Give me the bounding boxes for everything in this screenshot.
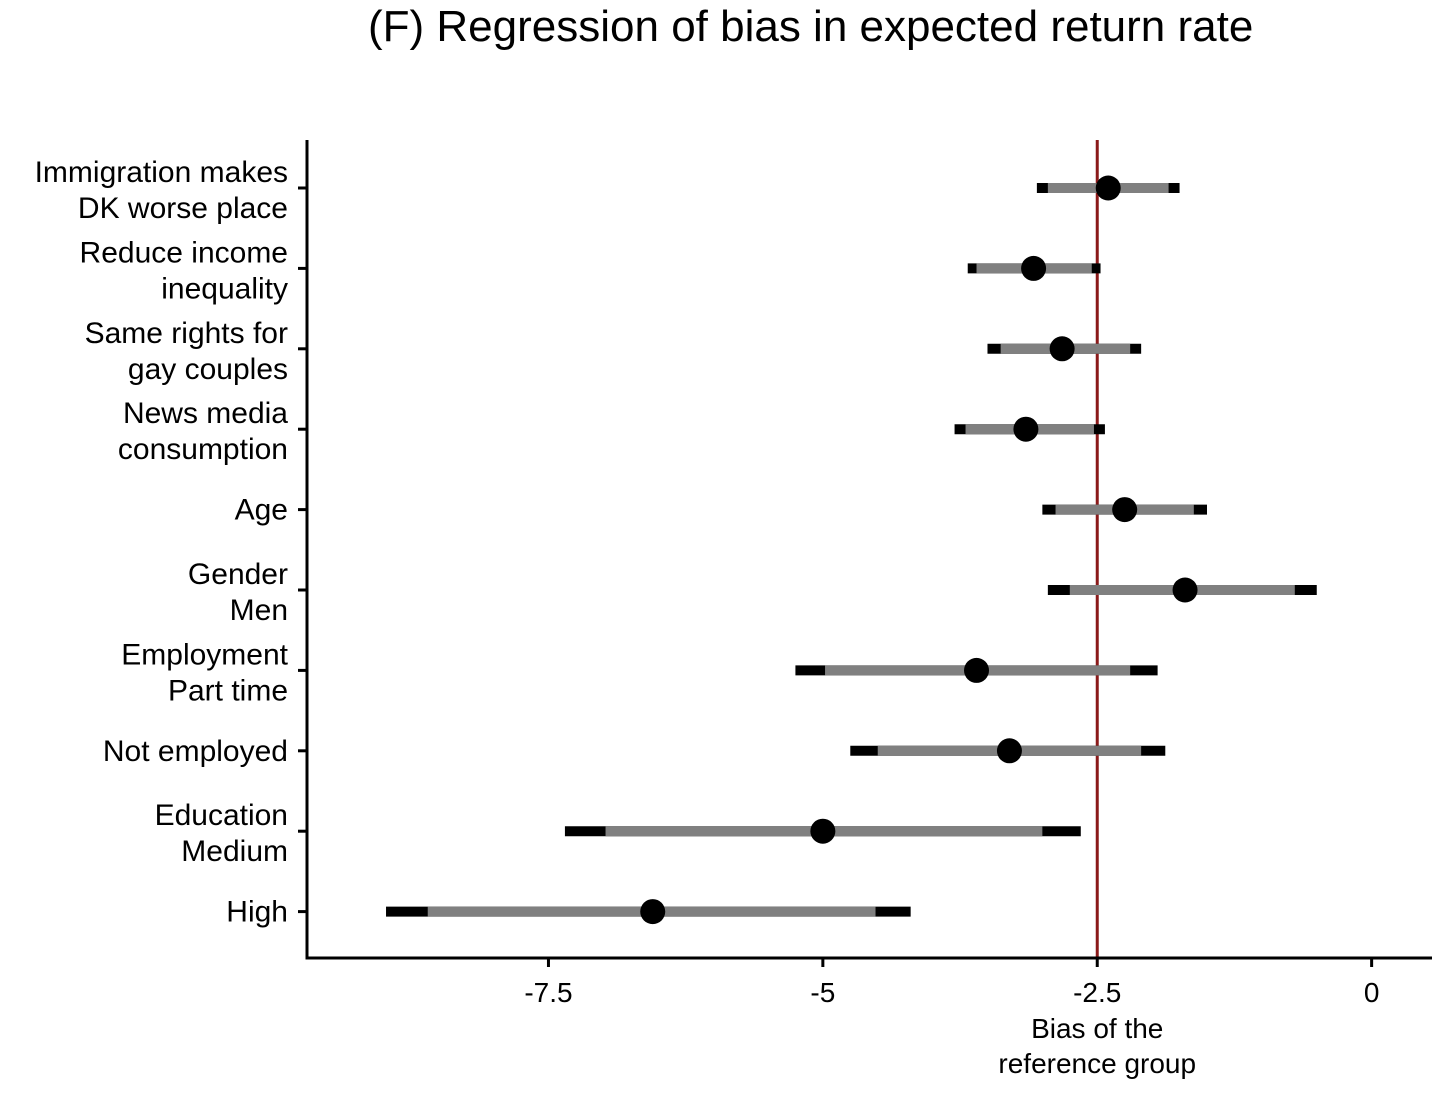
point-estimate: [810, 818, 836, 844]
point-estimate: [1013, 416, 1039, 442]
y-axis-label: Age: [235, 494, 288, 527]
y-axis-label: Part time: [168, 674, 288, 707]
reference-line-label: Bias of the: [1031, 1013, 1163, 1044]
axis-layer: -7.5 -5 -2.5 0 Bias of the reference group: [298, 140, 1432, 1079]
x-tick-label: -5: [810, 977, 835, 1008]
point-estimate: [964, 657, 990, 683]
y-axis-label: Not employed: [103, 735, 288, 768]
point-estimate: [1172, 577, 1198, 603]
y-axis-label: Gender: [188, 558, 288, 591]
y-axis-label: Immigration makes: [35, 156, 288, 189]
y-axis-label: consumption: [118, 433, 288, 466]
y-axis-label: Same rights for: [85, 317, 288, 350]
point-estimate: [640, 899, 666, 925]
y-axis-label: Reduce income: [80, 236, 288, 269]
interval-layer: [386, 183, 1317, 917]
point-estimate: [1049, 336, 1075, 362]
y-axis-label: inequality: [161, 272, 288, 305]
y-axis-label: Medium: [181, 835, 288, 868]
point-estimate: [996, 738, 1022, 764]
y-axis-label: High: [226, 896, 288, 929]
chart-title: (F) Regression of bias in expected retur…: [368, 2, 1254, 51]
y-axis-label: Employment: [121, 638, 288, 671]
y-axis-label: Men: [230, 594, 288, 627]
x-tick-label: 0: [1364, 977, 1380, 1008]
x-tick-label: -2.5: [1073, 977, 1121, 1008]
x-tick-label: -7.5: [524, 977, 572, 1008]
point-layer: [640, 175, 1198, 925]
point-estimate: [1021, 255, 1047, 281]
reference-line-label: reference group: [998, 1048, 1196, 1079]
point-estimate: [1095, 175, 1121, 201]
y-axis-label: News media: [123, 397, 288, 430]
y-axis-label: DK worse place: [78, 192, 288, 225]
y-axis-label: gay couples: [128, 353, 288, 386]
y-axis-label: Education: [155, 799, 288, 832]
point-estimate: [1112, 497, 1138, 523]
